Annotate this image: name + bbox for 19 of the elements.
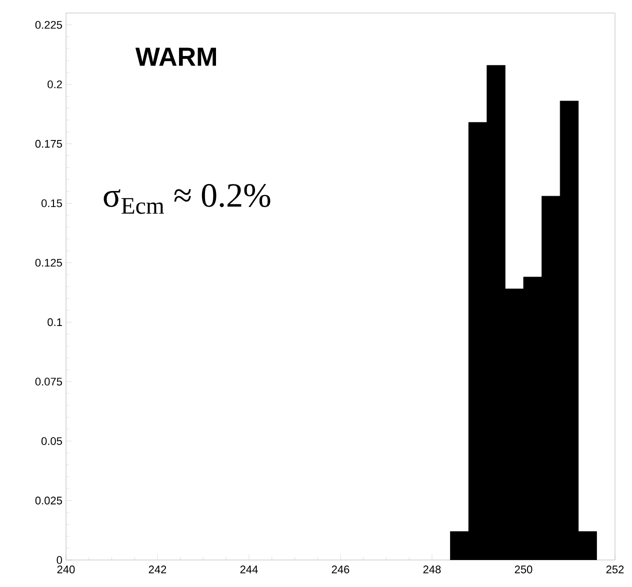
- y-tick-label: 0.125: [35, 258, 62, 267]
- x-tick-label: 248: [423, 566, 441, 574]
- x-tick-label: 246: [332, 566, 350, 574]
- y-tick-label: 0.05: [41, 437, 62, 445]
- x-tick-label: 250: [514, 566, 532, 574]
- y-tick-label: 0.025: [35, 496, 62, 504]
- x-tick-label: 244: [240, 566, 258, 574]
- y-tick-label: 0.2: [48, 80, 62, 88]
- x-tick-label: 240: [57, 566, 75, 574]
- x-tick-label: 242: [148, 566, 166, 574]
- annotation: σ$_{Ecm}$ ≈ 0.2%: [104, 184, 270, 214]
- y-tick-label: 0.15: [41, 199, 62, 208]
- y-tick-label: 0.1: [48, 318, 62, 326]
- annotation: WARM: [135, 48, 216, 66]
- y-tick-label: 0.175: [35, 140, 62, 148]
- x-tick-label: 252: [606, 566, 624, 574]
- y-tick-label: 0: [56, 556, 62, 564]
- y-tick-label: 0.225: [35, 21, 62, 29]
- y-tick-label: 0.075: [35, 378, 62, 386]
